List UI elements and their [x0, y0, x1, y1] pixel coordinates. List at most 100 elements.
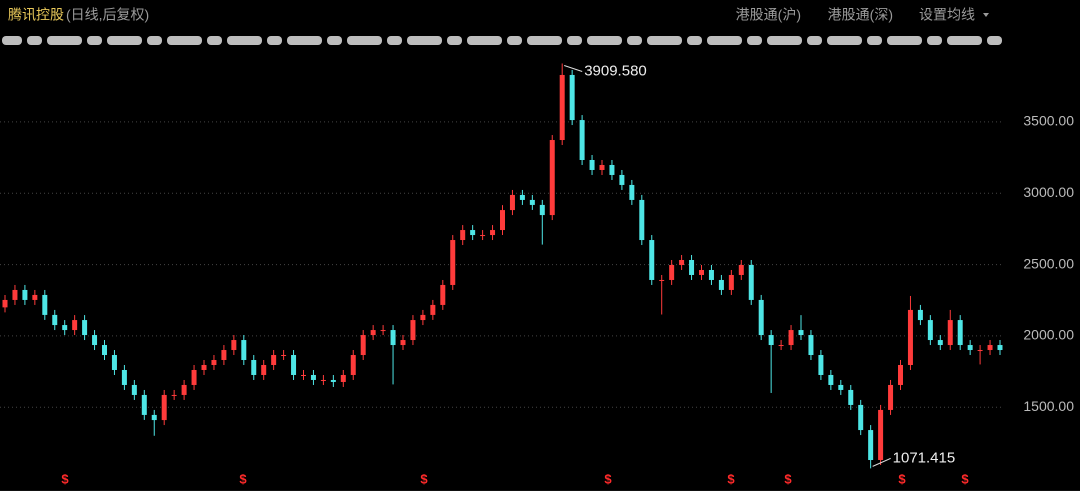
- candle-body: [440, 284, 446, 305]
- event-strip: [527, 36, 562, 45]
- candle-body: [708, 269, 714, 280]
- annotation-label: 1071.415: [893, 449, 956, 466]
- candle-body: [12, 289, 18, 300]
- candle-body: [450, 240, 456, 285]
- event-strip: [447, 36, 462, 45]
- event-strip: [567, 36, 582, 45]
- event-strip: [287, 36, 322, 45]
- event-strip: [947, 36, 982, 45]
- candle-body: [738, 264, 744, 275]
- candle-body: [271, 355, 277, 366]
- candle-body: [151, 414, 157, 421]
- y-tick-label: 3000.00: [1023, 184, 1074, 200]
- candle-body: [609, 164, 615, 175]
- candle-body: [241, 340, 247, 361]
- event-strip: [507, 36, 522, 45]
- candle-body: [679, 260, 685, 265]
- candle-body: [171, 394, 177, 396]
- candle-body: [121, 369, 127, 385]
- candle-body: [649, 240, 655, 280]
- candle-body: [310, 374, 316, 380]
- dividend-marker: $: [420, 471, 428, 486]
- candle-body: [32, 294, 38, 300]
- event-strip: [627, 36, 642, 45]
- event-strip: [927, 36, 942, 45]
- candle-body: [360, 335, 366, 356]
- dividend-marker: $: [61, 471, 69, 486]
- candle-body: [430, 304, 436, 315]
- y-tick-label: 2500.00: [1023, 255, 1074, 271]
- candle-body: [659, 279, 665, 281]
- annotation-arrow: [564, 64, 583, 72]
- candle-body: [967, 345, 973, 351]
- candle-body: [828, 374, 834, 385]
- candle-body: [301, 374, 306, 376]
- candle-body: [888, 384, 894, 410]
- candle-body: [549, 140, 555, 216]
- dividend-marker: $: [239, 471, 247, 486]
- candle-body: [141, 394, 147, 415]
- candle-body: [2, 299, 8, 308]
- event-strip: [47, 36, 82, 45]
- event-strip: [147, 36, 162, 45]
- candle-body: [937, 340, 943, 346]
- candle-body: [778, 345, 784, 347]
- candle-body: [868, 430, 874, 461]
- event-strip: [987, 36, 1002, 45]
- dividend-marker: $: [727, 471, 735, 486]
- candle-body: [460, 230, 466, 241]
- candle-body: [878, 409, 884, 461]
- event-strip: [647, 36, 682, 45]
- event-strip: [267, 36, 282, 45]
- candle-body: [400, 340, 406, 346]
- candle-body: [181, 384, 187, 395]
- candle-body: [898, 365, 903, 385]
- candle-body: [768, 335, 774, 346]
- dropdown-icon: [983, 13, 989, 17]
- stock-subtitle: (日线,后复权): [66, 7, 149, 23]
- event-strip: [867, 36, 882, 45]
- event-strip: [227, 36, 262, 45]
- event-strip: [887, 36, 922, 45]
- candle-body: [62, 325, 68, 331]
- candle-body: [211, 360, 217, 366]
- event-strip: [807, 36, 822, 45]
- candle-body: [947, 320, 953, 346]
- event-strip: [407, 36, 442, 45]
- candle-body: [281, 355, 287, 357]
- button[interactable]: 设置均线: [919, 7, 975, 23]
- annotation-arrow: [872, 457, 891, 467]
- candle-body: [470, 230, 476, 236]
- candle-body: [987, 345, 993, 351]
- candle-body: [92, 335, 98, 346]
- event-strip: [747, 36, 762, 45]
- candle-body: [72, 320, 78, 331]
- event-strip: [767, 36, 802, 45]
- button[interactable]: 港股通(沪): [736, 7, 801, 23]
- candle-body: [261, 365, 267, 375]
- candle-body: [728, 274, 734, 290]
- candle-body: [529, 199, 535, 205]
- candle-body: [579, 120, 585, 160]
- candle-body: [718, 279, 724, 290]
- candle-body: [997, 345, 1003, 351]
- dividend-marker: $: [961, 471, 969, 486]
- candle-body: [42, 294, 48, 315]
- candle-body: [231, 340, 237, 351]
- candle-body: [480, 235, 486, 237]
- stock-title: 腾讯控股: [8, 7, 64, 23]
- event-strip: [827, 36, 862, 45]
- candle-body: [410, 320, 416, 341]
- event-strip: [687, 36, 702, 45]
- event-strip: [167, 36, 202, 45]
- candle-body: [509, 194, 515, 211]
- dividend-marker: $: [898, 471, 906, 486]
- candle-body: [669, 264, 675, 280]
- candle-body: [748, 264, 754, 300]
- candle-body: [559, 74, 565, 141]
- candle-body: [758, 299, 764, 336]
- candle-body: [539, 204, 545, 216]
- button[interactable]: 港股通(深): [828, 7, 893, 23]
- candle-body: [798, 330, 804, 336]
